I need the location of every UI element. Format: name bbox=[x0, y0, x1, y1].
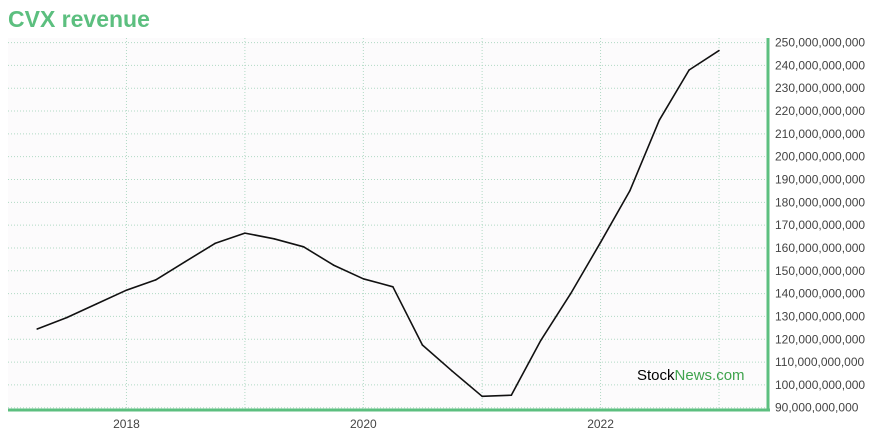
data-point bbox=[451, 370, 454, 373]
y-tick-label: 150,000,000,000 bbox=[775, 264, 865, 278]
x-tick-labels: 2018 2020 2022 bbox=[113, 417, 614, 431]
data-point bbox=[95, 303, 98, 305]
watermark-news: News bbox=[675, 367, 713, 384]
plot-area bbox=[8, 38, 768, 410]
axes bbox=[8, 38, 770, 412]
data-point bbox=[154, 279, 157, 281]
y-tick-label: 210,000,000,000 bbox=[775, 127, 865, 141]
chart-title: CVX revenue bbox=[8, 6, 150, 32]
grid bbox=[8, 38, 768, 410]
data-point bbox=[392, 285, 394, 288]
data-point bbox=[184, 260, 186, 263]
data-point bbox=[628, 190, 631, 192]
data-point bbox=[244, 232, 246, 234]
y-tick-label: 190,000,000,000 bbox=[775, 172, 865, 186]
data-point bbox=[362, 277, 365, 280]
data-point bbox=[36, 328, 39, 330]
series-group bbox=[36, 49, 720, 398]
data-point bbox=[125, 289, 128, 291]
y-tick-label: 250,000,000,000 bbox=[775, 36, 865, 50]
x-tick-label: 2020 bbox=[350, 417, 377, 431]
x-tick-label: 2022 bbox=[587, 417, 614, 431]
data-point bbox=[688, 69, 690, 71]
data-point bbox=[599, 241, 602, 244]
data-point bbox=[273, 238, 275, 240]
data-point bbox=[718, 49, 720, 52]
y-tick-label: 90,000,000,000 bbox=[775, 401, 859, 415]
data-point bbox=[421, 344, 424, 346]
data-point bbox=[569, 292, 572, 295]
watermark-com: .com bbox=[712, 367, 745, 384]
series-line bbox=[36, 49, 720, 398]
y-tick-label: 120,000,000,000 bbox=[775, 332, 865, 346]
data-point bbox=[65, 316, 68, 319]
x-tick-label: 2018 bbox=[113, 417, 140, 431]
data-point bbox=[481, 395, 483, 398]
watermark: StockNews.com bbox=[637, 367, 745, 384]
y-tick-label: 220,000,000,000 bbox=[775, 104, 865, 118]
watermark-stock: Stock bbox=[637, 367, 675, 384]
data-point bbox=[658, 119, 661, 121]
data-point bbox=[214, 242, 216, 245]
y-tick-label: 130,000,000,000 bbox=[775, 309, 865, 323]
y-tick-label: 110,000,000,000 bbox=[775, 355, 865, 369]
data-point bbox=[540, 339, 542, 342]
y-tick-label: 230,000,000,000 bbox=[775, 81, 865, 95]
y-tick-label: 180,000,000,000 bbox=[775, 195, 865, 209]
data-point bbox=[302, 246, 305, 248]
y-tick-label: 200,000,000,000 bbox=[775, 150, 865, 164]
y-tick-labels: 90,000,000,000 100,000,000,000 110,000,000… bbox=[775, 36, 865, 415]
y-tick-label: 140,000,000,000 bbox=[775, 287, 865, 301]
y-tick-label: 170,000,000,000 bbox=[775, 218, 865, 232]
y-tick-label: 240,000,000,000 bbox=[775, 58, 865, 72]
data-point bbox=[510, 394, 513, 396]
y-tick-label: 160,000,000,000 bbox=[775, 241, 865, 255]
data-point bbox=[332, 264, 335, 266]
y-tick-label: 100,000,000,000 bbox=[775, 378, 865, 392]
